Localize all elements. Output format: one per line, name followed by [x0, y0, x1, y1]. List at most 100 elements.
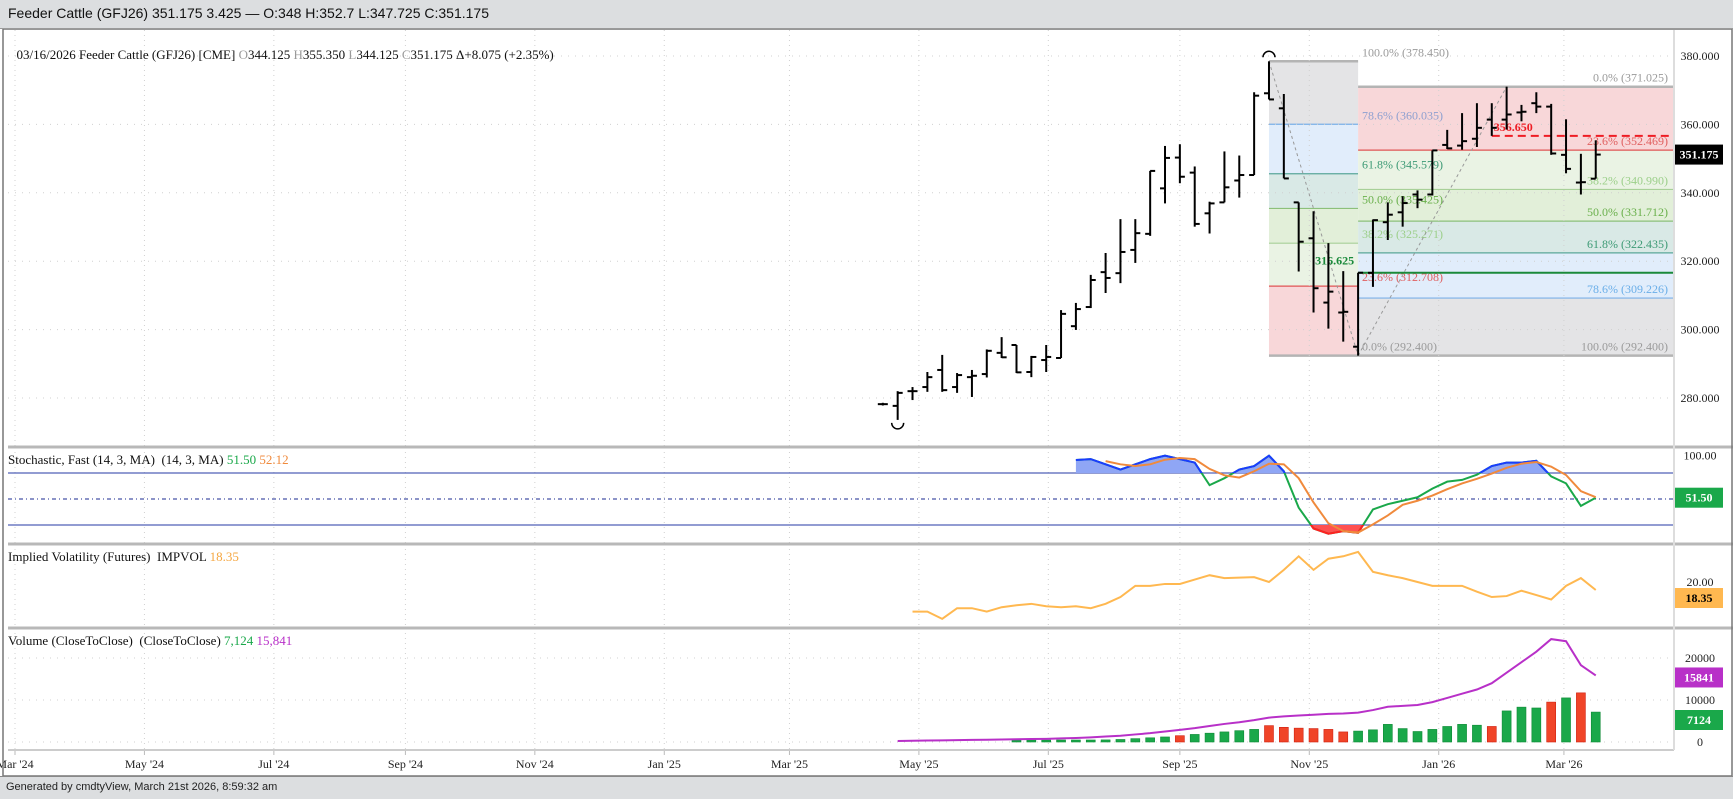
volume-bar: [1234, 730, 1245, 743]
volume-bar: [1264, 725, 1274, 743]
volume-bar: [1516, 706, 1527, 743]
x-tick-label: Sep '25: [1162, 757, 1197, 771]
open-label: O: [238, 47, 248, 62]
ohlc-bar: [1486, 103, 1497, 136]
fib-zone: [1358, 86, 1674, 151]
ohlc-bar: [1160, 145, 1171, 204]
volume-bar: [1189, 734, 1200, 743]
fib-label: 78.6% (360.035): [1362, 108, 1443, 122]
ohlc-bar: [937, 354, 948, 392]
fib-label: 23.6% (352.469): [1587, 134, 1668, 148]
volume-label: Volume (CloseToClose) (CloseToClose): [8, 633, 221, 648]
stochastic-k-over-line: [1075, 454, 1550, 473]
volume-bar: [1501, 710, 1512, 743]
window-title-bar: Feeder Cattle (GFJ26) 351.175 3.425 — O:…: [0, 0, 1733, 29]
ohlc-bar: [1056, 310, 1067, 359]
x-tick-label: May '25: [899, 757, 938, 771]
ohlc-bar: [952, 373, 963, 393]
volume-bar: [1561, 697, 1571, 743]
volume-last-label-box: [1675, 710, 1723, 730]
fib-label: 50.0% (331.712): [1587, 205, 1668, 219]
volume-bar: [1071, 739, 1081, 743]
ohlc-bar: [981, 349, 992, 378]
ohlc-bar: [1561, 119, 1572, 174]
fib-label: 100.0% (378.450): [1362, 45, 1449, 59]
volume-bar: [1383, 724, 1393, 743]
fib-zone: [1268, 61, 1359, 125]
ohlc-bar: [1501, 86, 1512, 130]
volume-bar: [1397, 728, 1408, 743]
last-price-label: 351.175: [1680, 148, 1719, 162]
stochastic-label: Stochastic, Fast (14, 3, MA) (14, 3, MA): [8, 452, 224, 467]
ohlc-bar: [1130, 219, 1141, 263]
volume-bar: [1100, 739, 1111, 743]
volume-bar: [1368, 729, 1378, 743]
volume-bar: [1115, 739, 1126, 743]
volume-bar: [1204, 732, 1215, 743]
ohlc-bar: [1263, 61, 1274, 101]
fib-label: 38.2% (340.990): [1587, 173, 1668, 187]
ohlc-bar: [1382, 202, 1393, 240]
low-label: L: [348, 47, 357, 62]
stochastic-last-label-box: [1675, 487, 1723, 508]
volume-axis-label: 0: [1697, 735, 1703, 749]
ohlc-bar: [1145, 169, 1156, 236]
ohlc-bar: [1100, 252, 1111, 294]
ohlc-bar: [1442, 129, 1453, 150]
low-marker-icon: [890, 422, 905, 430]
ohlc-bar: [1427, 149, 1438, 196]
high-label: H: [293, 47, 303, 62]
price-level-label: 356.650: [1494, 120, 1533, 134]
header-exchange: [CME]: [198, 47, 236, 62]
volume-bar: [1486, 726, 1497, 743]
high-marker-icon: [1262, 50, 1276, 58]
iv-axis-label: 20.00: [1687, 575, 1714, 589]
ohlc-bar: [1397, 196, 1408, 227]
ohlc-bar: [1293, 201, 1304, 272]
volume-bar: [1427, 729, 1438, 743]
fib-label: 0.0% (292.400): [1362, 340, 1437, 354]
ohlc-bar: [892, 391, 903, 420]
volume-bar: [1145, 737, 1155, 743]
volume-last-label: 7124: [1687, 713, 1711, 727]
ohlc-bar: [966, 369, 977, 397]
x-tick-label: Nov '25: [1290, 757, 1328, 771]
volume-title: Volume (CloseToClose) (CloseToClose) 7,1…: [8, 633, 292, 649]
volume-axis-label: 10000: [1685, 693, 1715, 707]
stochastic-d-value: 52.12: [259, 452, 289, 467]
header-name: Feeder Cattle (GFJ26): [78, 47, 196, 62]
volume-bar: [1130, 738, 1141, 743]
iv-value: 18.35: [209, 549, 239, 564]
low-value: 344.125: [356, 47, 399, 62]
close-value: 351.175: [410, 47, 453, 62]
high-value: 355.350: [302, 47, 346, 62]
volume-axis-label: 20000: [1685, 651, 1715, 665]
ohlc-bar: [1115, 219, 1126, 284]
fib-label: 61.8% (322.435): [1587, 237, 1668, 251]
price-level-label: 316.625: [1315, 254, 1354, 268]
iv-last-label-box: [1675, 588, 1723, 608]
fib-zone: [1358, 298, 1674, 356]
ohlc-bar: [1278, 93, 1289, 180]
volume-bar: [1160, 736, 1170, 743]
price-header: 03/16/2026 Feeder Cattle (GFJ26) [CME] O…: [10, 31, 554, 63]
price-axis-label: 360.000: [1681, 117, 1720, 131]
volume-bar: [1546, 701, 1556, 743]
x-tick-label: Nov '24: [516, 757, 554, 771]
fib-label: 78.6% (309.226): [1587, 282, 1668, 296]
ohlc-bar: [907, 387, 918, 401]
price-axis-label: 300.000: [1681, 323, 1720, 337]
footer: Generated by cmdtyView, March 21st 2026,…: [0, 776, 1733, 799]
iv-last-label: 18.35: [1686, 591, 1713, 605]
price-axis-label: 380.000: [1681, 49, 1720, 63]
fib-label: 100.0% (292.400): [1581, 340, 1668, 354]
ohlc-bar: [1367, 219, 1378, 287]
ohlc-bar: [1457, 113, 1468, 150]
fib-label: 61.8% (345.579): [1362, 158, 1443, 172]
stochastic-last-label: 51.50: [1686, 491, 1713, 505]
ohlc-bar: [1026, 355, 1037, 378]
volume-oi-line: [897, 638, 1597, 742]
oi-last-label: 15841: [1684, 670, 1714, 684]
volume-bar: [1590, 711, 1601, 743]
